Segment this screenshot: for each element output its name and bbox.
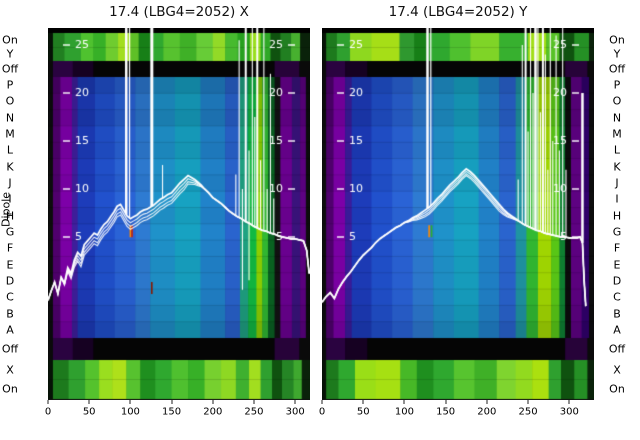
heatmap-panel-x <box>48 28 310 400</box>
right-axis-tick-on-0: On <box>609 33 625 47</box>
right-axis-tick-p-3: P <box>613 78 621 92</box>
x-axis-tick-mark <box>486 400 488 404</box>
x-axis-tick-1-200: 200 <box>477 406 497 418</box>
x-axis-tick-mark <box>88 400 90 404</box>
x-axis-tick-0-100: 100 <box>120 406 140 418</box>
left-axis-tick-n-5: N <box>5 111 15 125</box>
left-axis-tick-p-3: P <box>6 78 14 92</box>
x-axis-tick-mark <box>362 400 364 404</box>
right-axis-tick-a-18: A <box>613 323 621 337</box>
left-axis-tick-j-9: J <box>8 176 12 190</box>
left-axis-tick-b-17: B <box>6 307 14 321</box>
right-axis-tick-b-17: B <box>613 307 621 321</box>
right-axis-tick-l-7: L <box>613 143 621 157</box>
x-axis-tick-mark <box>445 400 447 404</box>
right-axis-tick-n-5: N <box>612 111 622 125</box>
right-axis-tick-off-2: Off <box>608 62 626 76</box>
x-axis-tick-1-250: 250 <box>518 406 538 418</box>
x-axis-tick-1-300: 300 <box>559 406 579 418</box>
x-axis-tick-0-50: 50 <box>82 406 96 418</box>
left-axis-tick-c-16: C <box>6 290 14 304</box>
right-axis-tick-i-10: I <box>615 192 619 206</box>
left-axis-tick-h-11: H <box>5 209 15 223</box>
left-axis-tick-k-8: K <box>6 160 14 174</box>
right-axis-tick-d-15: D <box>612 274 622 288</box>
panel-title-x: 17.4 (LBG4=2052) X <box>109 4 249 20</box>
x-axis-tick-0-0: 0 <box>44 406 52 418</box>
left-axis-tick-on-0: On <box>2 33 18 47</box>
x-axis-tick-mark <box>321 400 323 404</box>
left-axis-tick-on-21: On <box>2 382 18 396</box>
right-axis-tick-x-20: X <box>613 363 621 377</box>
x-axis-tick-mark <box>568 400 570 404</box>
left-axis-tick-i-10: I <box>8 192 12 206</box>
right-axis-tick-f-13: F <box>613 241 621 255</box>
x-axis-tick-mark <box>129 400 131 404</box>
x-axis-tick-0-150: 150 <box>162 406 182 418</box>
x-axis-tick-mark <box>253 400 255 404</box>
left-axis-tick-e-14: E <box>6 258 14 272</box>
x-axis-tick-1-150: 150 <box>436 406 456 418</box>
left-axis-tick-off-2: Off <box>1 62 19 76</box>
x-axis-tick-mark <box>294 400 296 404</box>
right-axis-tick-off-19: Off <box>608 342 626 356</box>
x-axis-tick-mark <box>403 400 405 404</box>
heatmap-panel-y <box>322 28 594 400</box>
x-axis-tick-mark <box>527 400 529 404</box>
x-axis-tick-1-100: 100 <box>394 406 414 418</box>
right-axis-tick-j-9: J <box>615 176 619 190</box>
right-axis-tick-k-8: K <box>613 160 621 174</box>
right-axis-tick-g-12: G <box>612 225 622 239</box>
left-axis-tick-d-15: D <box>5 274 15 288</box>
x-axis-tick-0-300: 300 <box>285 406 305 418</box>
left-axis-tick-a-18: A <box>6 323 14 337</box>
left-axis-tick-m-6: M <box>5 127 15 141</box>
right-axis-tick-o-4: O <box>612 94 622 108</box>
left-axis-tick-l-7: L <box>6 143 14 157</box>
left-axis-tick-x-20: X <box>6 363 14 377</box>
left-axis-tick-g-12: G <box>5 225 15 239</box>
left-axis-tick-f-13: F <box>6 241 14 255</box>
right-axis-tick-h-11: H <box>612 209 622 223</box>
x-axis-tick-mark <box>212 400 214 404</box>
right-axis-tick-e-14: E <box>613 258 621 272</box>
left-axis-tick-off-19: Off <box>1 342 19 356</box>
x-axis-tick-mark <box>47 400 49 404</box>
right-axis-tick-m-6: M <box>612 127 622 141</box>
x-axis-tick-1-0: 0 <box>318 406 326 418</box>
x-axis-tick-mark <box>171 400 173 404</box>
x-axis-tick-0-250: 250 <box>244 406 264 418</box>
left-axis-tick-o-4: O <box>5 94 15 108</box>
x-axis-tick-0-200: 200 <box>203 406 223 418</box>
right-axis-tick-y-1: Y <box>613 47 621 61</box>
right-axis-tick-c-16: C <box>613 290 621 304</box>
panel-title-y: 17.4 (LBG4=2052) Y <box>388 4 528 20</box>
left-axis-tick-y-1: Y <box>6 47 14 61</box>
x-axis-tick-1-50: 50 <box>356 406 370 418</box>
right-axis-tick-on-21: On <box>609 382 625 396</box>
